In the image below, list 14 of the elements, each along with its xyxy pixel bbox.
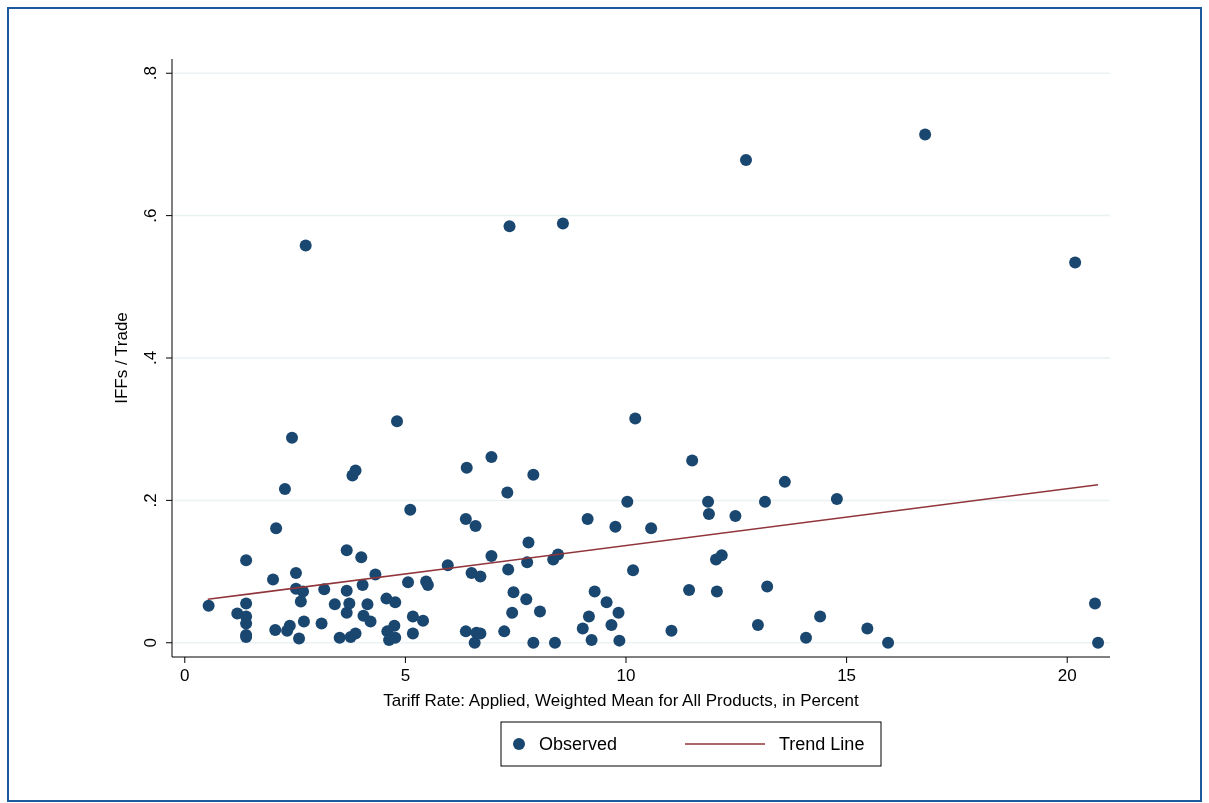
x-axis-title: Tariff Rate: Applied, Weighted Mean for All Products, in Percent: [383, 691, 860, 710]
y-tick-label: 0: [141, 638, 160, 648]
y-axis-title: IFFs / Trade: [112, 312, 131, 404]
x-tick-label: 10: [616, 666, 636, 685]
y-tick-label: .8: [141, 66, 160, 81]
y-tick-label: .2: [141, 493, 160, 508]
x-tick-label: 15: [837, 666, 857, 685]
legend-label: Observed: [539, 734, 618, 754]
legend-label: Trend Line: [779, 734, 865, 754]
y-tick-label: .4: [141, 350, 160, 366]
x-tick-label: 20: [1057, 666, 1077, 685]
x-tick-label: 5: [400, 666, 411, 685]
y-tick-label: .6: [141, 208, 160, 223]
x-tick-label: 0: [180, 666, 190, 685]
